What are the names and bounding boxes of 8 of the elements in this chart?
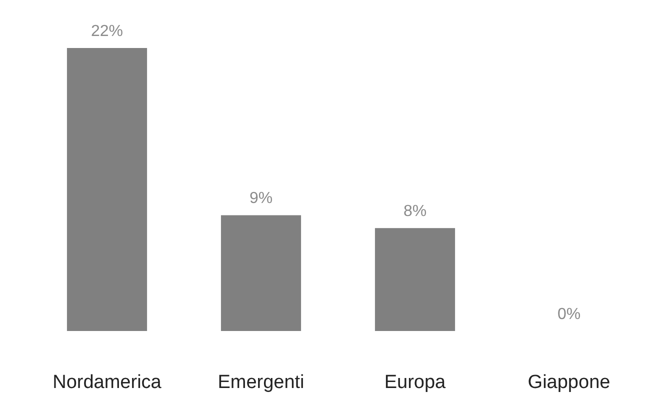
- data-label: 0%: [557, 306, 581, 323]
- data-label: 9%: [249, 190, 273, 208]
- x-tick-label: Europa: [384, 372, 446, 393]
- x-tick-label: Emergenti: [218, 372, 304, 393]
- data-label: 8%: [403, 203, 427, 220]
- x-tick-label: Nordamerica: [52, 372, 162, 393]
- x-tick-label: Giappone: [528, 372, 610, 393]
- data-label: 22%: [90, 23, 124, 40]
